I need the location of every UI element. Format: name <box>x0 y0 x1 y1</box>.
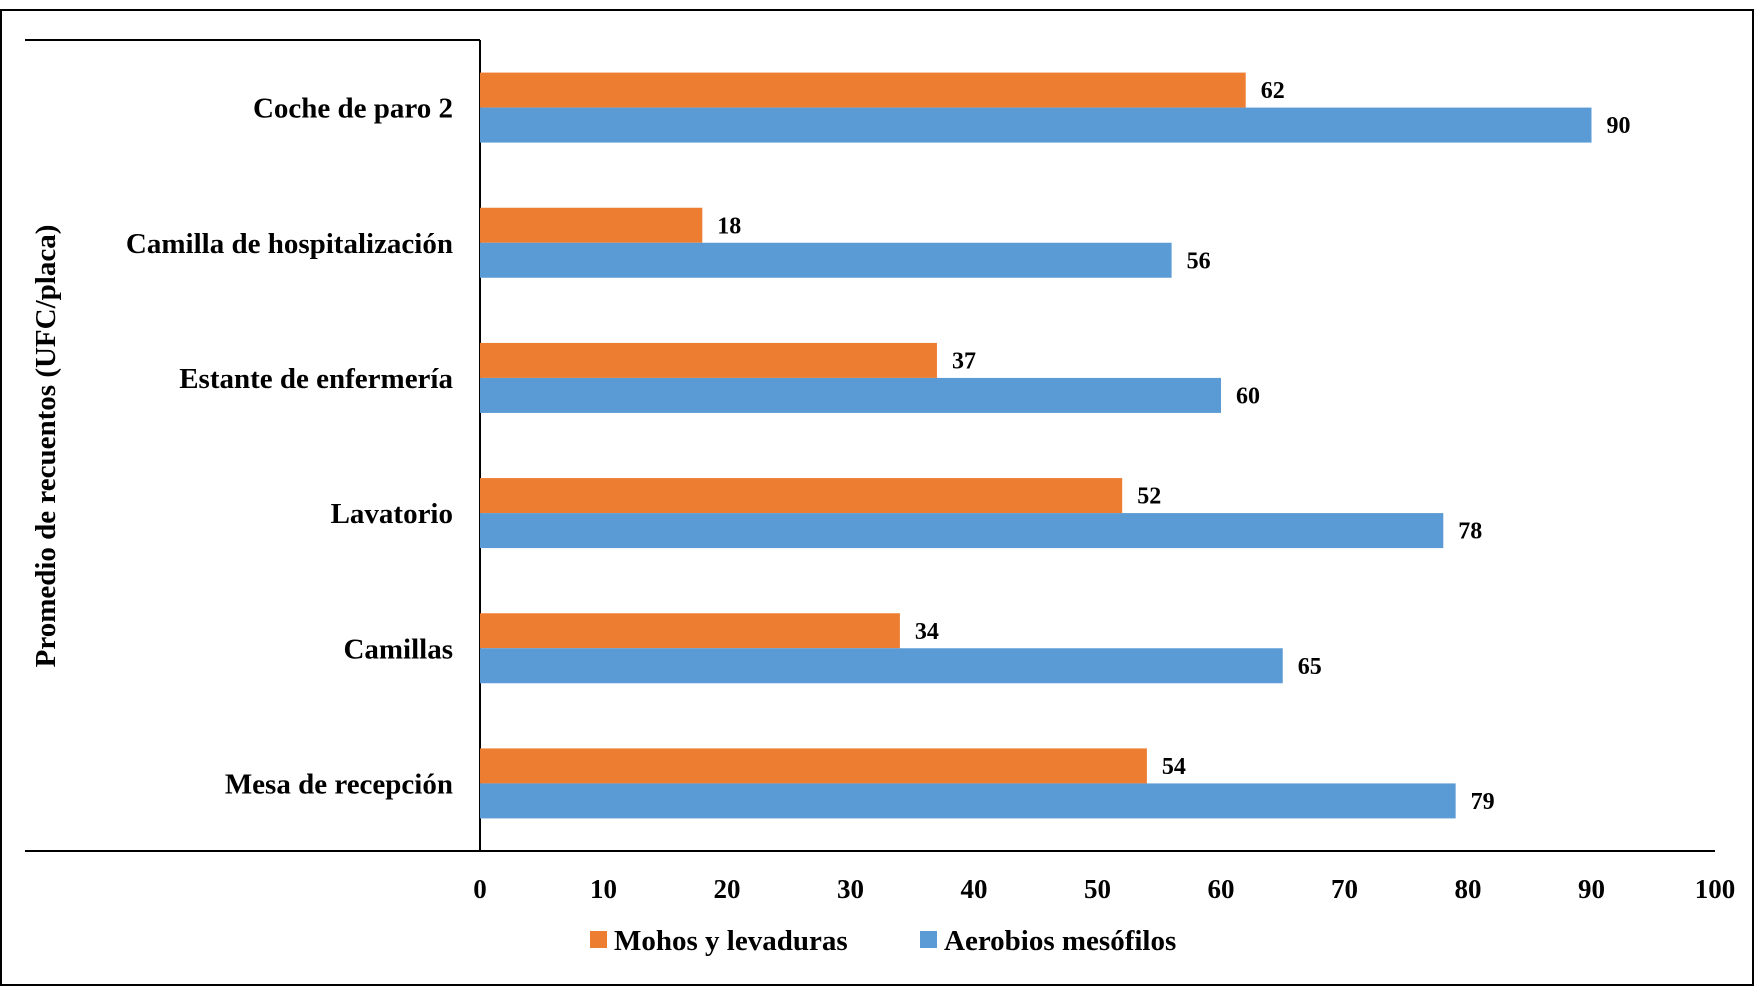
category-label: Coche de paro 2 <box>253 93 453 125</box>
data-label: 60 <box>1236 383 1260 409</box>
x-tick-label: 100 <box>1695 874 1736 904</box>
x-tick-label: 0 <box>473 874 487 904</box>
bar-mohos <box>480 478 1123 514</box>
data-label: 79 <box>1471 789 1495 815</box>
bar-aerobios <box>480 648 1283 684</box>
bar-mohos <box>480 613 900 649</box>
data-label: 18 <box>717 213 741 239</box>
bar-aerobios <box>480 242 1172 278</box>
x-tick-label: 10 <box>590 874 617 904</box>
bars-group: 62 90 18 56 37 60 52 78 34 65 54 79 <box>480 72 1631 819</box>
bar-aerobios <box>480 783 1456 819</box>
x-tick-label: 90 <box>1578 874 1605 904</box>
category-label: Camilla de hospitalización <box>126 228 453 260</box>
legend-label: Mohos y levaduras <box>614 925 848 957</box>
x-tick-label: 20 <box>714 874 741 904</box>
category-label: Lavatorio <box>331 498 453 530</box>
bar-mohos <box>480 748 1147 784</box>
legend-swatch <box>920 931 937 948</box>
x-tick-label: 70 <box>1331 874 1358 904</box>
data-label: 34 <box>915 619 939 645</box>
category-label: Mesa de recepción <box>225 768 453 800</box>
bar-aerobios <box>480 107 1592 143</box>
category-label: Estante de enfermería <box>179 363 453 395</box>
y-axis-title: Promedio de recuentos (UFC/placa) <box>30 225 62 668</box>
legend-swatch <box>590 931 607 948</box>
x-tick-label: 50 <box>1084 874 1111 904</box>
bar-mohos <box>480 342 937 378</box>
data-label: 78 <box>1458 519 1482 545</box>
data-label: 65 <box>1298 654 1322 680</box>
data-label: 90 <box>1607 113 1631 139</box>
data-label: 56 <box>1187 248 1211 274</box>
x-tick-label: 40 <box>961 874 988 904</box>
x-tick-label: 30 <box>837 874 864 904</box>
x-tick-labels: 0 10 20 30 40 50 60 70 80 90 100 <box>473 874 1735 904</box>
legend: Mohos y levaduras Aerobios mesófilos <box>590 925 1176 957</box>
category-label: Camillas <box>343 633 453 665</box>
bar-mohos <box>480 207 703 243</box>
bar-mohos <box>480 72 1246 108</box>
data-label: 37 <box>952 348 976 374</box>
bar-aerobios <box>480 513 1444 549</box>
data-label: 52 <box>1137 484 1161 510</box>
x-tick-label: 80 <box>1455 874 1482 904</box>
data-label: 54 <box>1162 754 1186 780</box>
legend-label: Aerobios mesófilos <box>944 925 1176 957</box>
bar-aerobios <box>480 377 1221 413</box>
data-label: 62 <box>1261 78 1285 104</box>
x-tick-label: 60 <box>1208 874 1235 904</box>
category-labels: Coche de paro 2 Camilla de hospitalizació… <box>126 93 454 801</box>
